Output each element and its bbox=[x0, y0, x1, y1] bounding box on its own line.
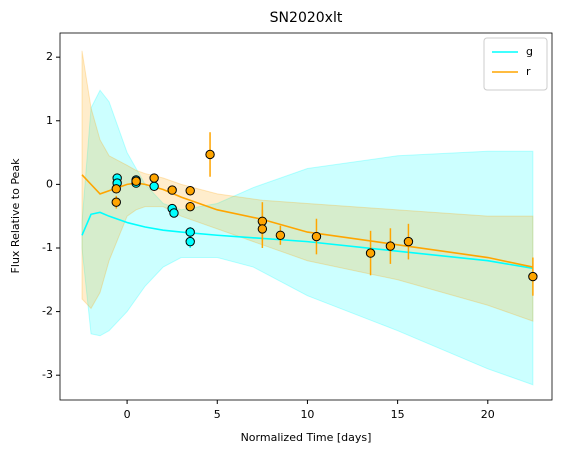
confidence-band bbox=[81, 89, 534, 386]
chart-title: SN2020xlt bbox=[270, 10, 343, 26]
y-tick-label: -3 bbox=[42, 368, 53, 381]
model-line bbox=[81, 174, 534, 268]
x-tick-label: 20 bbox=[481, 408, 495, 421]
data-point bbox=[149, 181, 159, 191]
data-point bbox=[111, 197, 121, 207]
legend-box bbox=[483, 37, 548, 91]
data-point bbox=[385, 241, 396, 251]
data-point bbox=[257, 224, 268, 234]
data-point bbox=[185, 201, 195, 212]
data-point bbox=[111, 184, 121, 194]
data-point bbox=[311, 231, 322, 242]
x-tick-label: 0 bbox=[124, 408, 131, 421]
y-tick-label: -2 bbox=[42, 305, 53, 318]
data-point bbox=[403, 236, 414, 247]
legend-label: g bbox=[526, 45, 533, 58]
data-point bbox=[167, 185, 177, 195]
data-point bbox=[185, 227, 195, 237]
plot-frame bbox=[59, 32, 553, 401]
data-point bbox=[205, 149, 215, 160]
model-line bbox=[81, 211, 534, 270]
y-axis-label: Flux Relative to Peak bbox=[9, 158, 22, 274]
data-point bbox=[275, 230, 286, 240]
data-point bbox=[169, 208, 179, 218]
x-tick-label: 15 bbox=[391, 408, 405, 421]
legend-label: r bbox=[526, 65, 531, 78]
data-point bbox=[365, 248, 376, 258]
y-tick-label: 1 bbox=[46, 114, 53, 127]
y-tick-label: 2 bbox=[46, 50, 53, 63]
x-tick-label: 5 bbox=[214, 408, 221, 421]
x-axis-label: Normalized Time [days] bbox=[241, 431, 372, 444]
y-tick-label: -1 bbox=[42, 241, 53, 254]
x-tick-label: 10 bbox=[300, 408, 314, 421]
y-tick-label: 0 bbox=[46, 177, 53, 190]
data-point bbox=[185, 236, 195, 247]
data-point bbox=[131, 176, 141, 186]
data-point bbox=[149, 173, 159, 183]
data-point bbox=[528, 271, 538, 282]
data-point bbox=[185, 186, 195, 196]
